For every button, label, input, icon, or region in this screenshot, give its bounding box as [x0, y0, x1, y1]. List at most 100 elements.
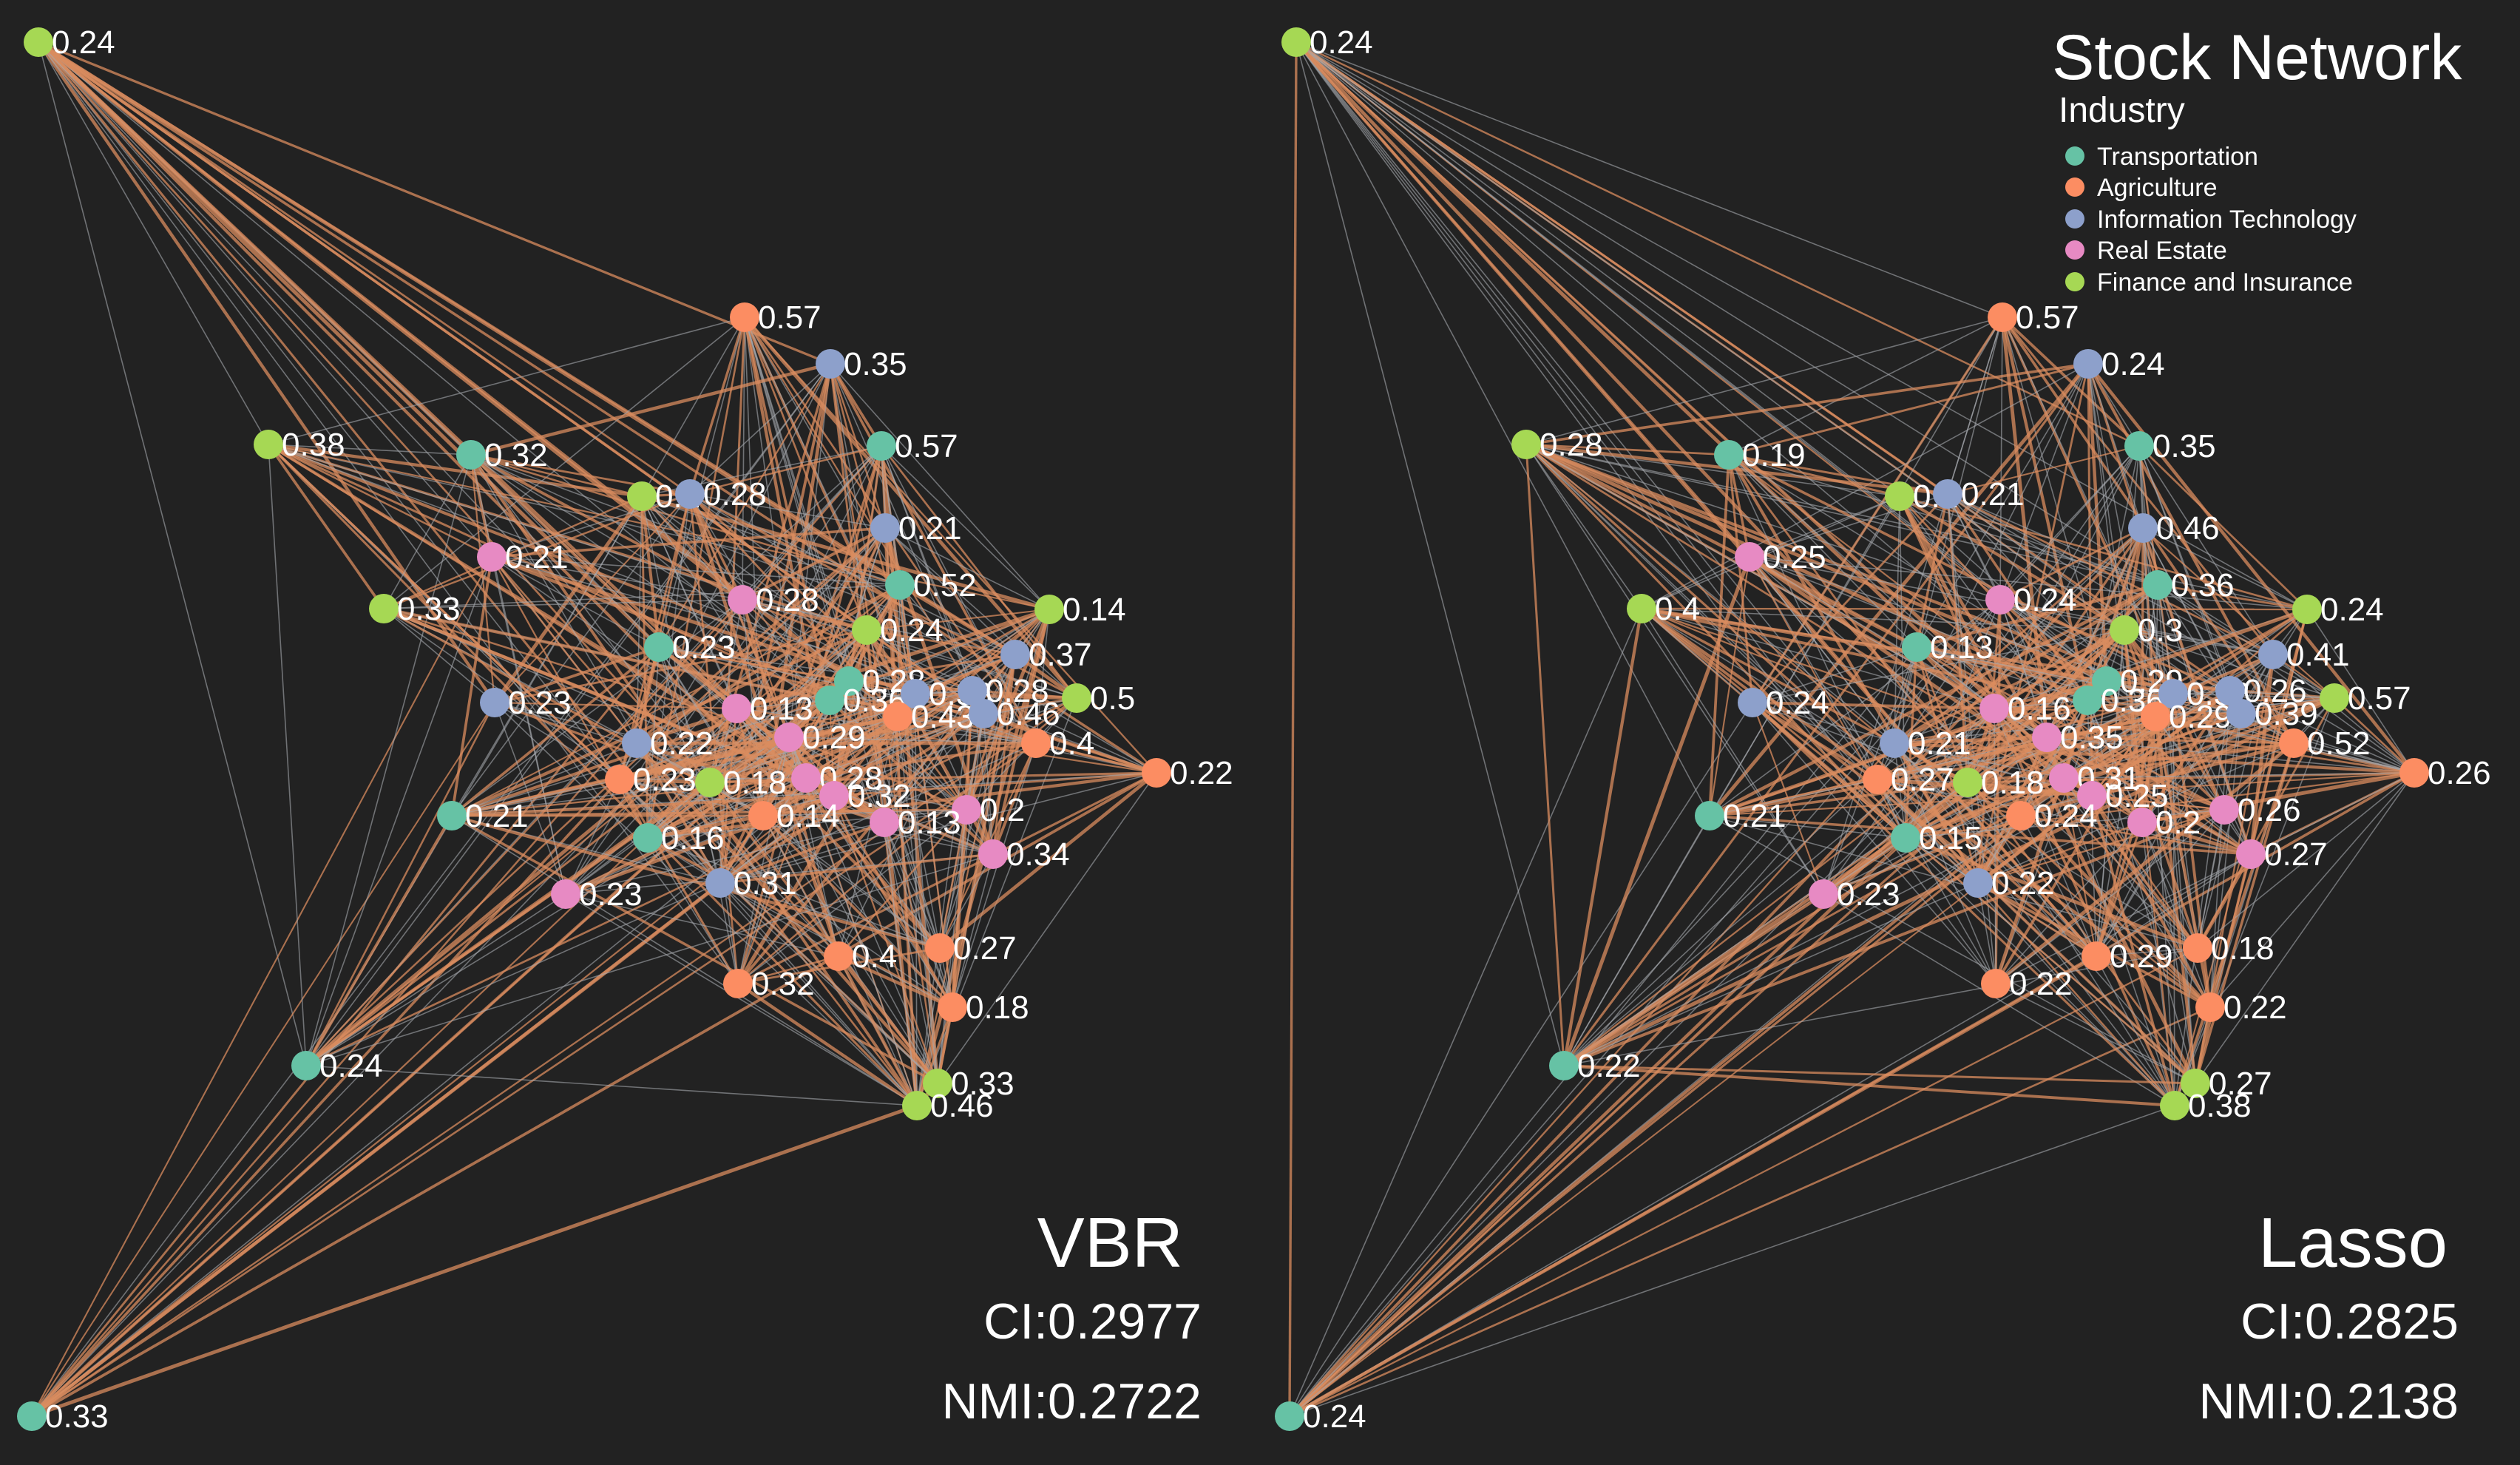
network-node[interactable]: 0.36: [2143, 567, 2235, 603]
network-node[interactable]: 0.28: [728, 582, 819, 618]
node-marker[interactable]: [705, 868, 735, 898]
node-marker[interactable]: [1963, 868, 1993, 898]
node-marker[interactable]: [2279, 728, 2309, 758]
node-marker[interactable]: [1281, 27, 1311, 57]
node-marker[interactable]: [728, 585, 757, 615]
network-node[interactable]: 0.19: [1714, 437, 1806, 473]
network-node[interactable]: 0.22: [622, 725, 714, 762]
node-marker[interactable]: [2127, 808, 2157, 837]
node-marker[interactable]: [627, 481, 657, 511]
network-node[interactable]: 0.29: [2082, 938, 2173, 975]
network-node[interactable]: 0.46: [2128, 510, 2220, 547]
node-marker[interactable]: [791, 763, 821, 793]
node-marker[interactable]: [2110, 615, 2139, 645]
network-node[interactable]: 0.29: [774, 720, 866, 756]
node-marker[interactable]: [2258, 640, 2288, 669]
node-marker[interactable]: [675, 479, 705, 509]
network-node[interactable]: 0.24: [24, 24, 115, 61]
network-node[interactable]: 0.18: [938, 989, 1029, 1026]
node-marker[interactable]: [254, 430, 283, 459]
node-marker[interactable]: [2128, 513, 2158, 543]
network-node[interactable]: 0.32: [456, 437, 548, 473]
node-marker[interactable]: [605, 765, 634, 794]
node-marker[interactable]: [2049, 763, 2079, 793]
node-marker[interactable]: [723, 969, 753, 998]
network-node[interactable]: 0.24: [2292, 592, 2384, 628]
network-node[interactable]: 0.22: [1963, 865, 2055, 901]
node-marker[interactable]: [1979, 694, 2009, 723]
node-marker[interactable]: [1735, 542, 1764, 572]
node-marker[interactable]: [2032, 723, 2062, 752]
node-marker[interactable]: [1933, 479, 1962, 509]
node-marker[interactable]: [2160, 1091, 2189, 1120]
network-node[interactable]: 0.27: [1863, 762, 1954, 798]
node-marker[interactable]: [2141, 702, 2170, 731]
network-node[interactable]: 0.27: [925, 930, 1017, 967]
network-node[interactable]: 0.43: [883, 699, 975, 735]
node-marker[interactable]: [633, 823, 663, 853]
network-node[interactable]: 0.21: [437, 798, 529, 834]
network-node[interactable]: 0.57: [867, 428, 958, 464]
node-marker[interactable]: [902, 1091, 932, 1120]
network-node[interactable]: 0.57: [730, 300, 822, 336]
node-marker[interactable]: [1549, 1051, 1579, 1080]
node-marker[interactable]: [2209, 795, 2239, 825]
network-node[interactable]: 0.39: [2226, 696, 2318, 732]
node-marker[interactable]: [24, 27, 53, 57]
node-marker[interactable]: [2006, 801, 2036, 830]
node-marker[interactable]: [477, 542, 507, 572]
node-marker[interactable]: [2292, 595, 2322, 624]
network-node[interactable]: 0.13: [1902, 629, 1994, 666]
network-node[interactable]: 0.21: [1880, 725, 1971, 762]
node-marker[interactable]: [978, 839, 1008, 869]
network-node[interactable]: 0.28: [958, 673, 1049, 709]
node-marker[interactable]: [695, 768, 725, 797]
network-node[interactable]: 0.24: [1275, 1398, 1366, 1435]
node-marker[interactable]: [2195, 992, 2225, 1022]
network-node[interactable]: 0.3: [2110, 612, 2183, 649]
network-node[interactable]: 0.52: [885, 567, 977, 603]
node-marker[interactable]: [2399, 758, 2429, 788]
node-marker[interactable]: [480, 688, 509, 717]
network-node[interactable]: 0.2: [952, 792, 1025, 828]
network-node[interactable]: 0.23: [551, 876, 643, 913]
network-node[interactable]: 0.27: [2236, 836, 2328, 873]
node-marker[interactable]: [2226, 699, 2256, 728]
network-node[interactable]: 0.25: [1735, 539, 1826, 575]
network-node[interactable]: 0.4: [1021, 725, 1094, 762]
node-marker[interactable]: [644, 632, 674, 662]
network-node[interactable]: 0.26: [2209, 792, 2301, 828]
node-marker[interactable]: [774, 723, 804, 752]
node-marker[interactable]: [1511, 430, 1541, 459]
node-marker[interactable]: [870, 808, 899, 837]
network-node[interactable]: 0.33: [923, 1066, 1015, 1102]
node-marker[interactable]: [2073, 686, 2102, 715]
node-marker[interactable]: [958, 676, 987, 706]
network-node[interactable]: 0.38: [254, 427, 345, 463]
network-node[interactable]: 0.16: [1979, 691, 2071, 727]
node-marker[interactable]: [819, 781, 849, 811]
network-node[interactable]: 0.23: [644, 629, 736, 666]
node-marker[interactable]: [1880, 728, 1909, 758]
network-node[interactable]: 0.22: [1549, 1048, 1641, 1084]
node-marker[interactable]: [834, 666, 864, 696]
network-node[interactable]: 0.15: [1891, 820, 1982, 856]
network-node[interactable]: 0.24: [291, 1048, 383, 1084]
network-node[interactable]: 0.14: [748, 798, 840, 834]
network-node[interactable]: 0.32: [819, 778, 911, 814]
node-marker[interactable]: [925, 933, 955, 963]
network-node[interactable]: 0.24: [2073, 346, 2165, 382]
network-node[interactable]: 0.32: [723, 966, 815, 1002]
network-node[interactable]: 0.27: [2181, 1066, 2272, 1102]
network-node[interactable]: 0.5: [1062, 680, 1135, 717]
node-marker[interactable]: [883, 702, 912, 731]
network-node[interactable]: 0.21: [1933, 476, 2025, 512]
node-marker[interactable]: [1891, 823, 1920, 853]
network-node[interactable]: 0.37: [1000, 637, 1092, 673]
network-node[interactable]: 0.35: [2124, 428, 2216, 464]
node-marker[interactable]: [1627, 594, 1656, 623]
network-node[interactable]: 0.31: [705, 865, 797, 901]
network-node[interactable]: 0.24: [852, 612, 944, 649]
node-marker[interactable]: [291, 1051, 321, 1080]
node-marker[interactable]: [816, 349, 845, 379]
